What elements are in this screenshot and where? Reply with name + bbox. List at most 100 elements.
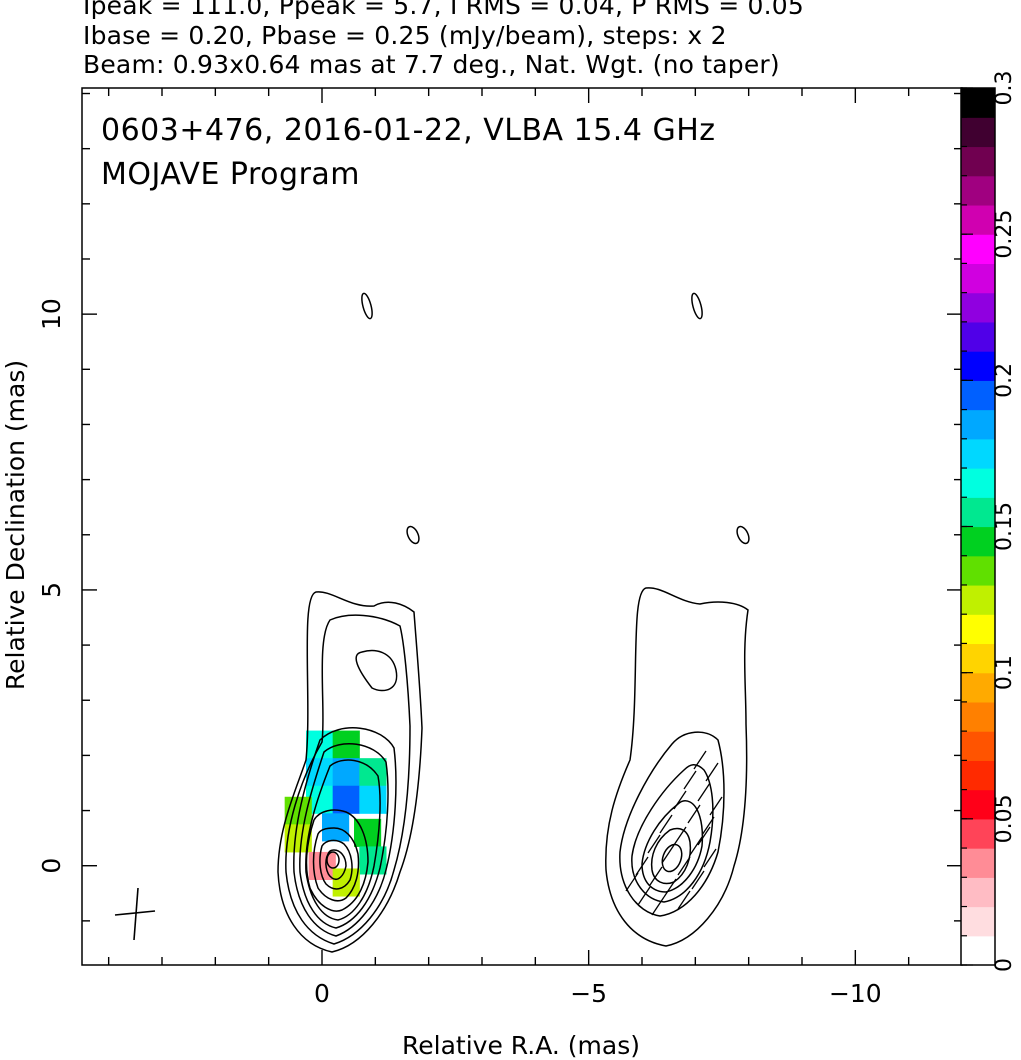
header-line-peaks: Ipeak = 111.0, Ppeak = 5.7, I RMS = 0.04… — [83, 0, 805, 20]
colorbar-segment — [961, 117, 995, 148]
contour-level-2-right — [619, 731, 725, 917]
colorbar-segment — [961, 204, 995, 235]
evpa-tick-8 — [701, 816, 715, 836]
pol-cell-6 — [332, 785, 360, 814]
colorbar-segment — [961, 321, 995, 352]
colorbar-tick-label: 0.05 — [992, 794, 1017, 843]
chart-subtitle: MOJAVE Program — [101, 157, 360, 192]
evpa-tick-19 — [663, 878, 677, 898]
axis-tick-labels: 0 −5 −10 0 5 10 — [37, 298, 882, 1008]
colorbar-segment — [961, 292, 995, 323]
stokes-i-contours-left — [277, 292, 423, 953]
plot-frame — [81, 87, 963, 966]
pol-cell-7 — [359, 785, 387, 814]
colorbar-segment — [961, 380, 995, 411]
y-tick-label: 5 — [37, 582, 66, 598]
colorbar-segment — [961, 789, 995, 820]
colorbar-segment — [961, 175, 995, 206]
evpa-tick-3 — [697, 782, 711, 802]
colorbar-tick-label: 0.15 — [992, 502, 1017, 551]
colorbar-segment — [961, 526, 995, 557]
contour-level-4 — [293, 727, 397, 937]
evpa-ticks — [625, 750, 723, 916]
evpa-tick-21 — [677, 890, 691, 910]
evpa-tick-5 — [709, 796, 723, 816]
x-tick-label: −5 — [570, 979, 607, 1008]
colorbar-segment — [961, 731, 995, 761]
evpa-tick-17 — [625, 872, 639, 892]
evpa-tick-20 — [637, 886, 651, 906]
y-axis-label: Relative Declination (mas) — [1, 360, 30, 690]
contour-island-upper-right — [691, 292, 703, 320]
evpa-tick-14 — [703, 848, 717, 868]
evpa-tick-9 — [673, 826, 687, 846]
contour-level-7 — [305, 809, 369, 912]
colorbar-tick-label: 0 — [992, 958, 1017, 972]
colorbar-segment — [961, 263, 995, 294]
evpa-tick-15 — [677, 856, 691, 876]
chart-title: 0603+476, 2016-01-22, VLBA 15.4 GHz — [101, 113, 716, 148]
colorbar-segment — [961, 438, 995, 469]
contour-island-upper — [361, 292, 373, 320]
colorbar-segment — [961, 409, 995, 440]
colorbar-segment — [961, 760, 995, 791]
x-tick-label: 0 — [314, 979, 330, 1008]
contour-level-4-right — [641, 799, 704, 893]
contour-level-3 — [355, 649, 398, 692]
evpa-tick-10 — [647, 834, 661, 854]
pol-cell-3 — [332, 758, 360, 787]
evpa-tick-4 — [673, 790, 687, 810]
header-line-beam: Beam: 0.93x0.64 mas at 7.7 deg., Nat. Wg… — [83, 50, 780, 79]
evpa-tick-2 — [683, 770, 697, 790]
colorbar-segment — [961, 468, 995, 498]
colorbar-segment — [961, 701, 995, 732]
x-tick-label: −10 — [829, 979, 882, 1008]
colorbar — [961, 88, 995, 966]
contour-level-9 — [319, 839, 353, 890]
evpa-tick-7 — [659, 814, 673, 834]
evpa-tick-12 — [661, 844, 675, 864]
contour-level-1 — [277, 591, 423, 953]
evpa-tick-22 — [651, 896, 665, 916]
colorbar-segment — [961, 614, 995, 645]
colorbar-tick-label: 0.25 — [992, 210, 1017, 259]
evpa-tick-23 — [697, 826, 711, 846]
evpa-tick-16 — [649, 866, 663, 886]
contour-level-2 — [285, 614, 411, 945]
contour-level-5 — [299, 743, 389, 929]
evpa-tick-0 — [693, 750, 707, 770]
pol-cell-0 — [306, 730, 334, 759]
evpa-tick-18 — [691, 870, 705, 890]
contour-peak — [326, 851, 340, 869]
contour-level-8 — [312, 827, 360, 902]
colorbar-segment — [961, 935, 995, 966]
contour-level-5-right — [650, 827, 692, 885]
evpa-tick-11 — [689, 836, 703, 856]
colorbar-tick-label: 0.3 — [992, 71, 1017, 106]
stokes-i-contours-right — [605, 292, 750, 947]
pol-cell-4 — [359, 758, 387, 787]
colorbar-segment — [961, 351, 995, 381]
colorbar-tick-label: 0.2 — [992, 363, 1017, 398]
contour-island-middle-right — [736, 525, 750, 545]
colorbar-tick-label: 0.1 — [992, 655, 1017, 690]
colorbar-segment — [961, 555, 995, 586]
colorbar-segment — [961, 877, 995, 908]
contour-level-1-right — [605, 587, 749, 947]
header-line-levels: Ibase = 0.20, Pbase = 0.25 (mJy/beam), s… — [83, 21, 727, 50]
colorbar-segment — [961, 672, 995, 703]
y-tick-label: 0 — [37, 858, 66, 874]
contour-peak-right — [661, 843, 683, 873]
colorbar-segment — [961, 497, 995, 528]
contour-island-middle — [406, 525, 420, 545]
x-axis-label: Relative R.A. (mas) — [402, 1031, 640, 1060]
colorbar-segment — [961, 818, 995, 849]
colorbar-ticks — [961, 87, 973, 966]
contour-level-10 — [325, 849, 347, 880]
y-tick-label: 10 — [37, 298, 66, 330]
colorbar-segment — [961, 234, 995, 264]
evpa-tick-13 — [635, 856, 649, 876]
colorbar-tick-labels: 0 0.05 0.1 0.15 0.2 0.25 0.3 — [992, 71, 1017, 973]
colorbar-segment — [961, 643, 995, 674]
